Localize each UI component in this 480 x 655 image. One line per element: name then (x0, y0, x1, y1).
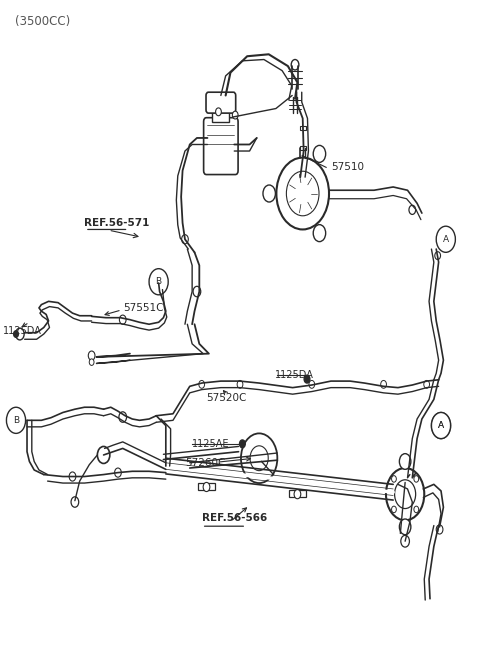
Circle shape (6, 407, 25, 434)
Bar (198, 483, 215, 489)
Circle shape (409, 205, 416, 214)
Circle shape (69, 472, 76, 481)
Circle shape (435, 252, 441, 259)
Circle shape (203, 482, 210, 491)
Text: 1125DA: 1125DA (275, 369, 313, 379)
Circle shape (424, 381, 430, 388)
Circle shape (436, 525, 443, 534)
Circle shape (386, 468, 424, 520)
Circle shape (399, 454, 411, 470)
Circle shape (291, 60, 299, 70)
Circle shape (240, 440, 245, 448)
Circle shape (149, 269, 168, 295)
Circle shape (294, 489, 301, 498)
Circle shape (97, 447, 110, 464)
FancyBboxPatch shape (204, 118, 238, 174)
Circle shape (241, 434, 277, 483)
Bar (300, 126, 306, 130)
Circle shape (237, 381, 243, 388)
Circle shape (395, 480, 416, 508)
Text: REF.56-571: REF.56-571 (84, 218, 150, 228)
Circle shape (115, 468, 121, 477)
Circle shape (414, 506, 419, 513)
Circle shape (216, 108, 221, 116)
Text: 1125DA: 1125DA (3, 326, 42, 336)
Circle shape (89, 359, 94, 365)
Text: B: B (156, 277, 162, 286)
Circle shape (232, 111, 238, 119)
Circle shape (309, 381, 315, 388)
Circle shape (399, 519, 411, 534)
Text: 57551C: 57551C (123, 303, 163, 313)
Circle shape (401, 535, 409, 547)
Circle shape (250, 446, 268, 471)
Circle shape (392, 476, 396, 482)
Circle shape (432, 413, 451, 439)
Circle shape (381, 381, 386, 388)
Circle shape (193, 286, 201, 297)
Circle shape (13, 331, 18, 337)
Text: A: A (438, 421, 444, 430)
FancyBboxPatch shape (206, 92, 236, 113)
Text: A: A (443, 234, 449, 244)
Text: 57520C: 57520C (206, 393, 247, 403)
Circle shape (392, 506, 396, 513)
Text: 57260C: 57260C (185, 458, 225, 468)
Circle shape (120, 315, 126, 324)
Circle shape (436, 226, 456, 252)
Bar (300, 146, 306, 150)
Text: 1125AE: 1125AE (192, 439, 229, 449)
Circle shape (287, 171, 319, 215)
Text: (3500CC): (3500CC) (15, 15, 70, 28)
Text: REF.56-566: REF.56-566 (202, 514, 267, 523)
Circle shape (313, 225, 325, 242)
Text: B: B (13, 416, 19, 425)
Circle shape (181, 234, 188, 244)
Circle shape (276, 158, 329, 229)
Bar (289, 490, 306, 496)
Circle shape (304, 375, 310, 383)
Circle shape (414, 476, 419, 482)
Circle shape (119, 412, 127, 422)
Circle shape (199, 381, 204, 388)
Text: A: A (438, 421, 444, 430)
Circle shape (15, 328, 24, 340)
Circle shape (432, 413, 451, 439)
Circle shape (71, 496, 79, 507)
Bar (212, 110, 229, 122)
Circle shape (313, 145, 325, 162)
Circle shape (263, 185, 276, 202)
Circle shape (88, 351, 95, 360)
Text: 57510: 57510 (331, 162, 364, 172)
